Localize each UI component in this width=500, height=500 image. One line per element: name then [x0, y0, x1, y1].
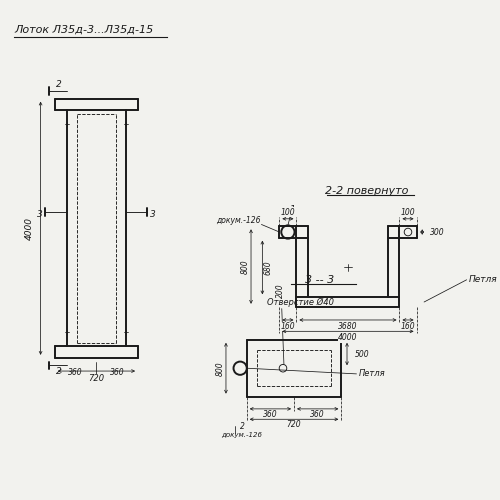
Text: 800: 800: [241, 259, 250, 274]
Text: 4000: 4000: [25, 216, 34, 240]
Text: 3: 3: [37, 210, 43, 218]
Text: докум.-126: докум.-126: [222, 432, 262, 438]
Text: 4000: 4000: [338, 334, 357, 342]
Text: 2: 2: [240, 422, 244, 430]
Text: 500: 500: [354, 350, 369, 358]
Text: 680: 680: [264, 260, 272, 275]
Text: 100: 100: [280, 208, 295, 216]
Text: 1: 1: [290, 205, 296, 214]
Text: 360: 360: [68, 368, 83, 377]
Text: 3 -- 3: 3 -- 3: [305, 275, 334, 285]
Text: 160: 160: [280, 322, 295, 331]
Text: 360: 360: [110, 368, 124, 377]
Text: 360: 360: [263, 410, 278, 419]
Text: 800: 800: [216, 361, 225, 376]
Text: Отверстие Ø40: Отверстие Ø40: [267, 298, 334, 306]
Text: 360: 360: [310, 410, 325, 419]
Text: 2: 2: [56, 80, 62, 89]
Text: Петля: Петля: [468, 274, 497, 283]
Text: Лоток Л35д-3...Л35д-15: Лоток Л35д-3...Л35д-15: [14, 25, 153, 35]
Text: 160: 160: [400, 322, 415, 331]
Text: 3: 3: [150, 210, 156, 218]
Text: 100: 100: [400, 208, 415, 216]
Text: Петля: Петля: [358, 369, 385, 378]
Text: 3680: 3680: [338, 322, 357, 331]
Text: докум.-126: докум.-126: [216, 216, 260, 224]
Text: 2: 2: [56, 368, 62, 376]
Text: 2-2 повернуто: 2-2 повернуто: [325, 186, 408, 196]
Text: 300: 300: [430, 228, 444, 236]
Text: 200: 200: [276, 284, 284, 298]
Text: 720: 720: [286, 420, 302, 430]
Text: 720: 720: [88, 374, 104, 383]
